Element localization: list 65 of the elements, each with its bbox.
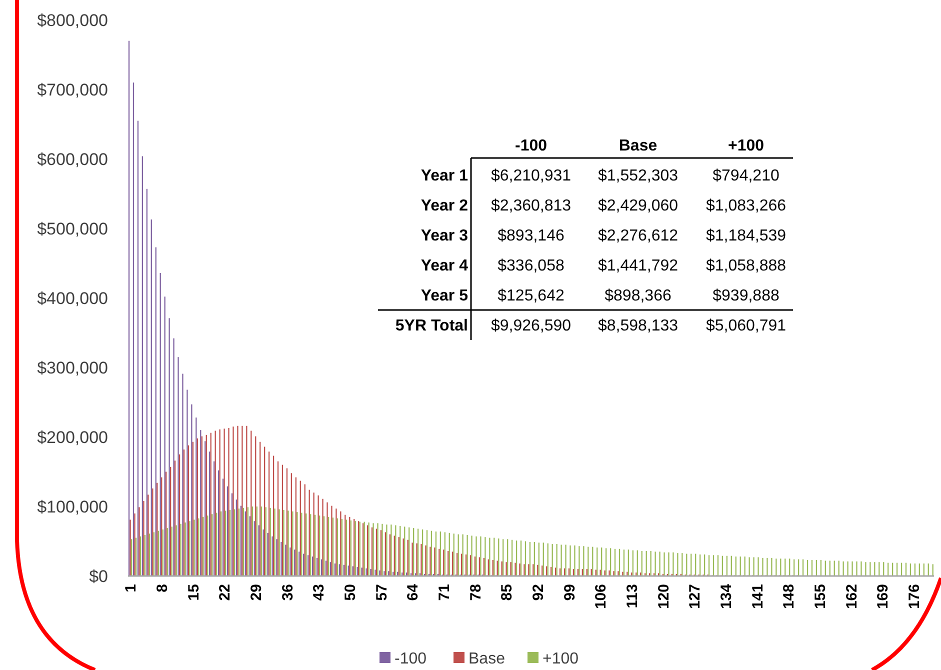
- annotation: -100: [514, 138, 548, 155]
- x-tick-label: 1: [122, 584, 140, 592]
- x-tick-label: 22: [216, 584, 234, 601]
- x-tick-label: 169: [874, 584, 892, 610]
- annotation: $125,642: [498, 288, 564, 305]
- annotation: $2,276,612: [598, 228, 678, 245]
- x-tick-label: 113: [624, 584, 641, 608]
- y-tick-label: $700,000: [37, 80, 108, 100]
- annotation: Year 1: [420, 168, 468, 185]
- legend-label: Base: [468, 650, 506, 668]
- x-tick-label: 85: [498, 584, 516, 601]
- annotation: $939,888: [712, 288, 780, 305]
- x-tick-label: 106: [592, 584, 610, 610]
- x-tick-label: 57: [373, 584, 390, 601]
- annotation: Year 2: [420, 198, 468, 215]
- x-tick-label: 15: [185, 584, 202, 601]
- x-tick-label: 127: [686, 584, 704, 610]
- annotation: 5YR Total: [395, 318, 468, 335]
- annotation: +100: [728, 138, 764, 155]
- x-tick-label: 155: [812, 584, 829, 610]
- annotation: Base: [618, 138, 658, 155]
- annotation: Year 5: [420, 288, 468, 305]
- x-tick-label: 78: [467, 584, 484, 601]
- y-tick-label: $200,000: [37, 428, 108, 447]
- annotation: $2,429,060: [598, 198, 678, 215]
- y-tick-label: $600,000: [37, 150, 108, 169]
- y-tick-label: $300,000: [37, 358, 108, 378]
- x-tick-label: 162: [843, 584, 860, 610]
- x-tick-label: 29: [248, 584, 265, 601]
- annotation: $898,366: [604, 288, 672, 305]
- legend-label: +100: [542, 650, 579, 668]
- x-tick-label: 71: [436, 584, 453, 601]
- x-tick-label: 8: [154, 584, 171, 592]
- annotation: $336,058: [498, 258, 564, 275]
- annotation: $1,083,266: [706, 198, 786, 215]
- annotation: Year 3: [420, 228, 468, 245]
- annotation: $5,060,791: [706, 318, 786, 335]
- annotation: $9,926,590: [490, 318, 572, 335]
- x-tick-label: 99: [561, 584, 578, 601]
- x-tick-label: 36: [279, 584, 296, 601]
- annotation: $1,552,303: [598, 168, 678, 185]
- y-tick-label: $0: [89, 566, 108, 586]
- y-tick-label: $500,000: [37, 219, 108, 238]
- annotation: $1,058,888: [706, 258, 786, 275]
- x-tick-label: 141: [749, 584, 766, 610]
- x-tick-label: 50: [342, 584, 359, 601]
- annotation: $8,598,133: [598, 318, 678, 335]
- y-tick-label: $800,000: [37, 10, 108, 30]
- y-tick-label: $100,000: [37, 497, 108, 516]
- x-tick-label: 64: [404, 583, 422, 601]
- legend-label: -100: [394, 650, 427, 668]
- annotation: $893,146: [498, 228, 564, 245]
- annotation: $794,210: [712, 168, 780, 185]
- annotation: $2,360,813: [490, 198, 572, 215]
- y-tick-label: $400,000: [37, 288, 108, 308]
- annotation: Year 4: [420, 258, 468, 275]
- x-tick-label: 176: [906, 584, 923, 610]
- annotation: $1,184,539: [706, 228, 786, 245]
- x-tick-label: 43: [310, 584, 328, 601]
- x-tick-label: 148: [780, 584, 798, 610]
- x-tick-label: 134: [718, 583, 735, 610]
- annotation: $1,441,792: [598, 258, 678, 275]
- x-tick-label: 120: [655, 584, 672, 610]
- x-tick-label: 92: [530, 584, 547, 601]
- annotation: $6,210,931: [490, 168, 572, 185]
